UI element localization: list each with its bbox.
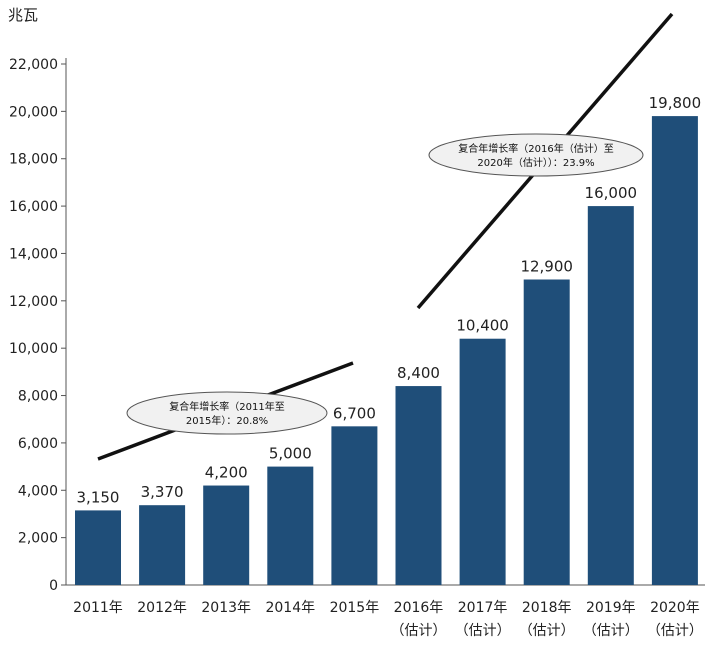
x-tick-label: 2016年 xyxy=(394,600,444,616)
y-tick-label: 12,000 xyxy=(9,294,58,310)
y-tick-label: 4,000 xyxy=(18,483,58,499)
bar xyxy=(75,510,121,585)
y-tick-label: 2,000 xyxy=(18,531,58,547)
annotation-text: 2020年（估计））：23.9% xyxy=(477,156,594,169)
x-tick-label: 2019年 xyxy=(586,600,636,616)
value-label: 3,150 xyxy=(77,488,120,506)
bar xyxy=(523,279,570,585)
value-label: 4,200 xyxy=(205,464,248,482)
bar xyxy=(203,485,250,585)
annotation-ellipse xyxy=(126,391,328,435)
annotation-text: 2015年）：20.8% xyxy=(186,414,268,427)
x-tick-sublabel: （估计） xyxy=(391,623,447,639)
bar xyxy=(459,338,506,585)
bar xyxy=(331,426,378,585)
value-label: 3,370 xyxy=(141,483,184,501)
x-tick-sublabel: （估计） xyxy=(455,623,511,639)
x-tick-label: 2014年 xyxy=(265,600,315,616)
y-unit-label: 兆瓦 xyxy=(8,6,38,24)
y-tick-label: 6,000 xyxy=(18,436,58,452)
y-tick-label: 0 xyxy=(49,578,58,594)
y-tick-label: 14,000 xyxy=(9,246,58,262)
y-tick-label: 22,000 xyxy=(9,57,58,73)
x-tick-label: 2015年 xyxy=(330,600,380,616)
bar xyxy=(587,206,634,585)
bar xyxy=(267,466,314,585)
y-tick-label: 16,000 xyxy=(9,199,58,215)
axes: 0 2,000 4,000 6,000 8,000 10,000 12,000 14,000 1… xyxy=(9,57,705,594)
bar xyxy=(651,116,698,585)
x-tick-labels: 2011年 2012年 2013年 2014年 2015年 2016年 （估计） 2017年 （… xyxy=(73,600,703,639)
x-tick-sublabel: （估计） xyxy=(647,623,703,639)
x-tick-label: 2013年 xyxy=(201,600,251,616)
y-tick-label: 8,000 xyxy=(18,389,58,405)
value-label: 12,900 xyxy=(520,258,573,276)
y-tick-label: 10,000 xyxy=(9,341,58,357)
y-tick-label: 18,000 xyxy=(9,152,58,168)
value-label: 6,700 xyxy=(333,404,376,422)
value-label: 16,000 xyxy=(585,184,638,202)
bar xyxy=(395,386,442,585)
x-tick-sublabel: （估计） xyxy=(583,623,639,639)
value-label: 8,400 xyxy=(397,364,440,382)
value-label: 19,800 xyxy=(649,94,702,112)
x-tick-label: 2011年 xyxy=(73,600,123,616)
x-tick-label: 2012年 xyxy=(137,600,187,616)
x-tick-label: 2018年 xyxy=(522,600,572,616)
bars xyxy=(75,116,698,585)
annotation-text: 复合年增长率（2016年（估计）至 xyxy=(458,142,613,155)
value-label: 5,000 xyxy=(269,445,312,463)
x-tick-label: 2017年 xyxy=(458,600,508,616)
value-labels: 3,150 3,370 4,200 5,000 6,700 8,400 10,400 12,9… xyxy=(77,94,702,506)
x-tick-sublabel: （估计） xyxy=(519,623,575,639)
y-tick-label: 20,000 xyxy=(9,104,58,120)
value-label: 10,400 xyxy=(456,317,509,335)
x-tick-label: 2020年 xyxy=(650,600,700,616)
bar xyxy=(139,505,186,585)
annotation-text: 复合年增长率（2011年至 xyxy=(169,400,284,413)
annotation-ellipse xyxy=(428,133,644,177)
